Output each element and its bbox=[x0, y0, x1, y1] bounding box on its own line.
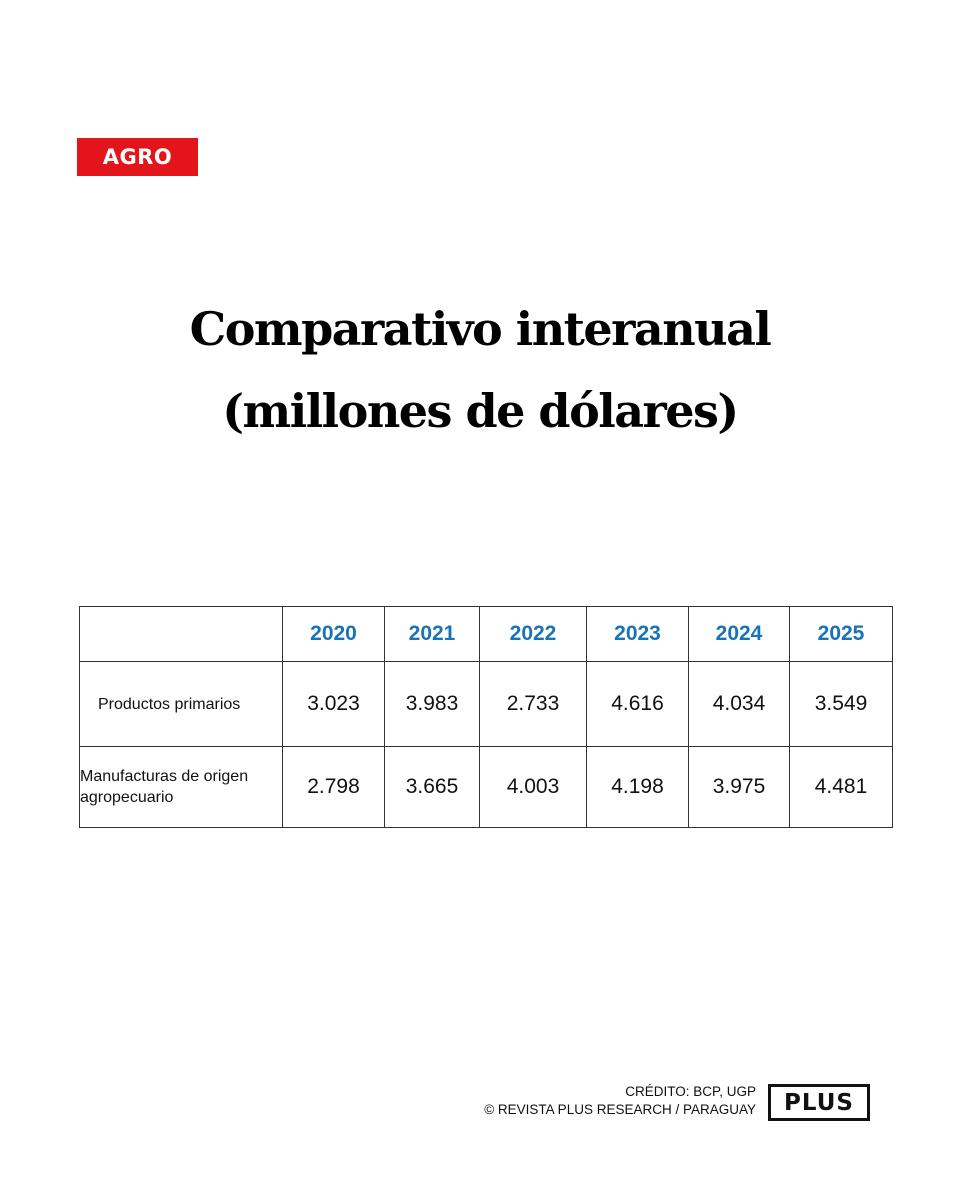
title-line-2: (millones de dólares) bbox=[222, 384, 739, 438]
year-header: 2020 bbox=[282, 606, 385, 662]
row-label: Manufacturas de origen agropecuario bbox=[79, 746, 283, 828]
value-cell: 3.983 bbox=[384, 661, 480, 747]
value-cell: 4.616 bbox=[586, 661, 689, 747]
table-row: Productos primarios 3.023 3.983 2.733 4.… bbox=[79, 661, 893, 747]
year-header: 2022 bbox=[479, 606, 587, 662]
value-cell: 4.481 bbox=[789, 746, 893, 828]
section-tag: AGRO bbox=[77, 138, 198, 176]
year-header: 2024 bbox=[688, 606, 790, 662]
value-cell: 2.733 bbox=[479, 661, 587, 747]
table-row: Manufacturas de origen agropecuario 2.79… bbox=[79, 746, 893, 828]
table-header-row: 2020 2021 2022 2023 2024 2025 bbox=[79, 606, 893, 662]
corner-cell bbox=[79, 606, 283, 662]
copyright: © REVISTA PLUS RESEARCH / PARAGUAY bbox=[484, 1102, 756, 1117]
value-cell: 3.549 bbox=[789, 661, 893, 747]
year-header: 2023 bbox=[586, 606, 689, 662]
value-cell: 3.665 bbox=[384, 746, 480, 828]
data-table: 2020 2021 2022 2023 2024 2025 Productos … bbox=[79, 606, 893, 828]
page-title: Comparativo interanual (millones de dóla… bbox=[0, 288, 960, 452]
value-cell: 4.034 bbox=[688, 661, 790, 747]
value-cell: 3.023 bbox=[282, 661, 385, 747]
year-header: 2021 bbox=[384, 606, 480, 662]
credit-source: CRÉDITO: BCP, UGP bbox=[625, 1084, 756, 1099]
value-cell: 2.798 bbox=[282, 746, 385, 828]
plus-logo: PLUS bbox=[768, 1084, 870, 1121]
value-cell: 3.975 bbox=[688, 746, 790, 828]
value-cell: 4.003 bbox=[479, 746, 587, 828]
year-header: 2025 bbox=[789, 606, 893, 662]
value-cell: 4.198 bbox=[586, 746, 689, 828]
row-label: Productos primarios bbox=[79, 661, 283, 747]
credit-block: CRÉDITO: BCP, UGP © REVISTA PLUS RESEARC… bbox=[484, 1083, 756, 1119]
title-line-1: Comparativo interanual bbox=[189, 302, 772, 356]
